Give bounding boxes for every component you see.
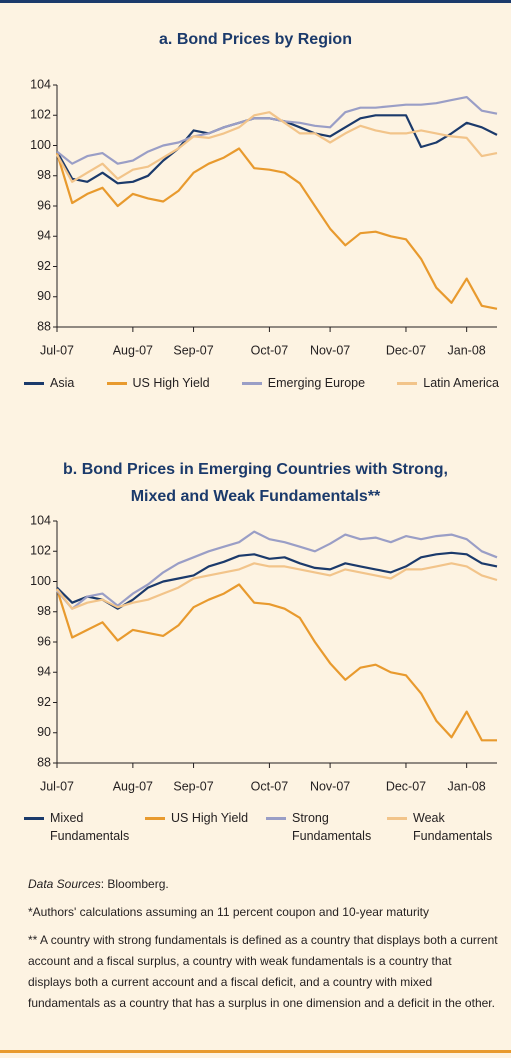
line-series: [56, 114, 498, 185]
y-tick-label: 90: [37, 289, 51, 303]
legend-label: Latin America: [423, 376, 499, 390]
x-tick-label: Sep-07: [173, 343, 213, 357]
legend-label: Strong Fundamentals: [292, 811, 372, 843]
legend: Mixed Fundamentals US High Yield Strong Fu…: [24, 809, 499, 845]
y-tick-label: 90: [37, 725, 51, 739]
legend-swatch: [387, 817, 407, 820]
chart-title: b. Bond Prices in Emerging Countries wit…: [63, 461, 448, 505]
y-tick-label: 96: [37, 634, 51, 648]
x-tick-label: Dec-07: [386, 779, 426, 793]
footnote: ** A country with strong fundamentals is…: [28, 933, 498, 1010]
legend-label: US High Yield: [171, 811, 249, 825]
y-tick-label: 98: [37, 168, 51, 182]
legend-swatch: [24, 817, 44, 820]
legend-swatch: [266, 817, 286, 820]
source-text: : Bloomberg.: [100, 877, 169, 891]
legend-label: Emerging Europe: [267, 376, 366, 390]
legend: Asia US High Yield Emerging Europe Latin Am…: [24, 374, 499, 392]
x-tick-label: Nov-07: [310, 343, 350, 357]
x-tick-label: Jan-08: [448, 779, 486, 793]
x-tick-label: Dec-07: [386, 343, 426, 357]
y-tick-label: 98: [37, 604, 51, 618]
y-tick-label: 88: [37, 755, 51, 769]
y-tick-label: 94: [37, 665, 51, 679]
x-tick-label: Sep-07: [173, 779, 213, 793]
legend-item: Emerging Europe: [241, 374, 366, 392]
legend-item: Strong Fundamentals: [266, 809, 378, 845]
y-tick-label: 100: [30, 138, 51, 152]
y-tick-label: 94: [37, 229, 51, 243]
y-tick-label: 102: [30, 108, 51, 122]
legend-item: US High Yield: [106, 374, 210, 392]
source-label: Data Sources: [28, 877, 101, 891]
legend-item: Latin America: [397, 374, 499, 392]
legend-label: Mixed Fundamentals: [50, 811, 130, 843]
legend-label: US High Yield: [132, 376, 210, 390]
x-tick-label: Jul-07: [40, 343, 74, 357]
chart-title: a. Bond Prices by Region: [159, 31, 352, 48]
x-tick-label: Jul-07: [40, 779, 74, 793]
legend-label: Weak Fundamentals: [413, 811, 493, 843]
y-tick-label: 88: [37, 319, 51, 333]
legend-item: US High Yield: [145, 809, 257, 845]
line-series: [56, 96, 498, 165]
line-series: [56, 111, 498, 183]
line-series: [56, 562, 498, 610]
x-tick-label: Aug-07: [113, 779, 153, 793]
legend-swatch: [145, 817, 165, 820]
y-tick-label: 104: [30, 513, 51, 527]
y-tick-label: 104: [30, 77, 51, 91]
x-tick-label: Oct-07: [251, 779, 289, 793]
line-series: [55, 583, 497, 742]
legend-swatch: [24, 382, 44, 385]
y-tick-label: 92: [37, 695, 51, 709]
legend-swatch: [241, 382, 262, 385]
legend-swatch: [106, 382, 127, 385]
top-rule: [0, 0, 511, 3]
x-tick-label: Aug-07: [113, 343, 153, 357]
footnote: *Authors' calculations assuming an 11 pe…: [28, 905, 429, 919]
legend-label: Asia: [50, 376, 75, 390]
line-series: [56, 551, 498, 610]
x-tick-label: Oct-07: [251, 343, 289, 357]
x-tick-label: Jan-08: [448, 343, 486, 357]
source-note: Data Sources: Bloomberg.: [28, 874, 498, 895]
bottom-rule: [0, 1050, 511, 1053]
legend-item: Mixed Fundamentals: [24, 809, 136, 845]
legend-item: Asia: [24, 374, 74, 392]
y-tick-label: 100: [30, 574, 51, 588]
line-series: [55, 147, 498, 310]
charts: 88 90 92 94 96 98 100 102 104 Jul-07 Aug-07 Sep-07 O…: [30, 77, 498, 793]
legend-item: Weak Fundamentals: [387, 809, 499, 845]
x-tick-label: Nov-07: [310, 779, 350, 793]
legend-swatch: [397, 382, 418, 385]
y-tick-label: 96: [37, 198, 51, 212]
y-tick-label: 92: [37, 259, 51, 273]
y-tick-label: 102: [30, 544, 51, 558]
line-series: [56, 530, 498, 610]
